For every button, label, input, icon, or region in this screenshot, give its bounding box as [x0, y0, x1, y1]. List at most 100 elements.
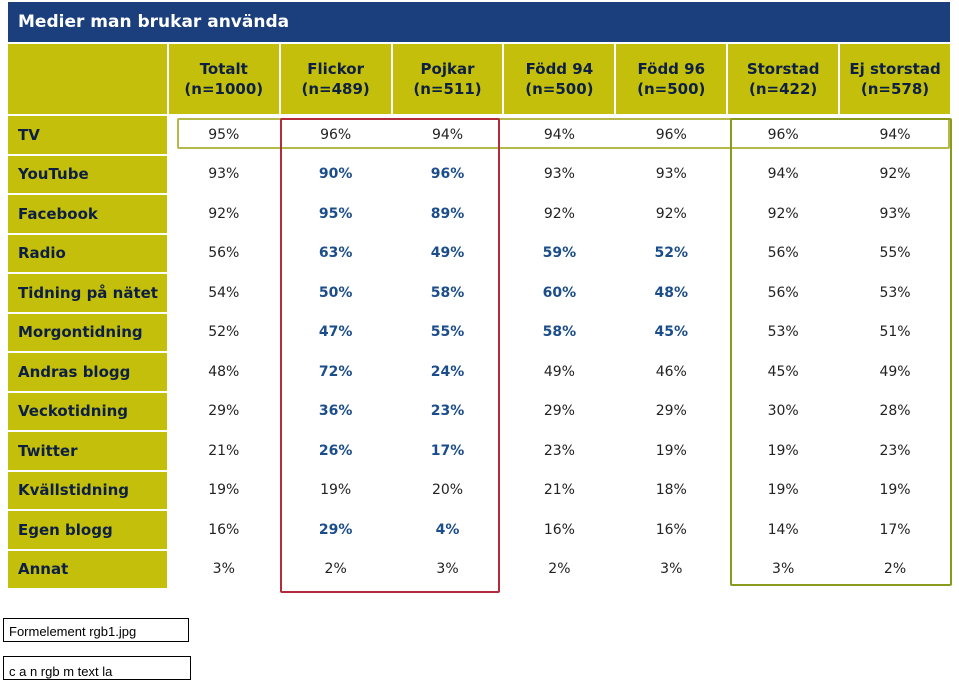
table-cell: 92%: [728, 195, 839, 233]
table-cell: 53%: [728, 313, 839, 351]
table-cell: 19%: [728, 432, 839, 470]
table-cell: 17%: [392, 432, 503, 470]
column-header: Född 94 (n=500): [504, 44, 615, 114]
row-label: Radio: [8, 234, 167, 272]
row-label: Twitter: [8, 432, 167, 470]
table-cell: 94%: [392, 116, 503, 154]
table-cell: 49%: [504, 353, 615, 391]
table-cell: 16%: [616, 511, 727, 549]
table-cell: 29%: [616, 392, 727, 430]
table-row: Kvällstidning 19% 19% 20% 21% 18% 19% 19%: [8, 471, 950, 509]
table-cell: 3%: [728, 550, 839, 588]
table-cell: 19%: [728, 471, 839, 509]
table-cell: 3%: [392, 550, 503, 588]
table-cell: 49%: [392, 234, 503, 272]
table-cell: 52%: [616, 234, 727, 272]
table-cell: 29%: [504, 392, 615, 430]
row-label: Annat: [8, 550, 167, 588]
column-header: Storstad (n=422): [728, 44, 839, 114]
table-cell: 94%: [840, 116, 950, 154]
row-label: TV: [8, 116, 167, 154]
column-name: Pojkar: [420, 60, 475, 78]
table-cell: 72%: [280, 353, 391, 391]
table-cell: 96%: [616, 116, 727, 154]
row-label: Tidning på nätet: [8, 274, 167, 312]
table-cell: 54%: [168, 274, 279, 312]
table-cell: 19%: [168, 471, 279, 509]
column-name: Född 94: [525, 60, 594, 78]
column-n: (n=500): [637, 80, 706, 98]
table-row: Veckotidning 29% 36% 23% 29% 29% 30% 28%: [8, 392, 950, 430]
table-cell: 45%: [728, 353, 839, 391]
table-cell: 14%: [728, 511, 839, 549]
column-name: Ej storstad: [849, 60, 941, 78]
table-cell: 23%: [840, 432, 950, 470]
table-cell: 19%: [280, 471, 391, 509]
table-row: Egen blogg 16% 29% 4% 16% 16% 14% 17%: [8, 511, 950, 549]
row-label: Facebook: [8, 195, 167, 233]
table-cell: 21%: [168, 432, 279, 470]
column-name: Född 96: [637, 60, 706, 78]
table-cell: 16%: [504, 511, 615, 549]
table-cell: 29%: [168, 392, 279, 430]
column-header: Totalt (n=1000): [168, 44, 279, 114]
column-header: Ej storstad (n=578): [840, 44, 950, 114]
table-cell: 2%: [280, 550, 391, 588]
table-cell: 93%: [504, 155, 615, 193]
table-cell: 89%: [392, 195, 503, 233]
column-name: Storstad: [746, 60, 820, 78]
row-label: Egen blogg: [8, 511, 167, 549]
column-n: (n=1000): [184, 80, 264, 98]
table-row: TV 95% 96% 94% 94% 96% 96% 94%: [8, 116, 950, 154]
table-cell: 23%: [504, 432, 615, 470]
table-cell: 51%: [840, 313, 950, 351]
table-cell: 24%: [392, 353, 503, 391]
table-cell: 47%: [280, 313, 391, 351]
table-cell: 56%: [728, 234, 839, 272]
table-cell: 19%: [840, 471, 950, 509]
row-label: Veckotidning: [8, 392, 167, 430]
caption-box-2: c a n rgb m text la: [3, 656, 191, 680]
table-cell: 58%: [504, 313, 615, 351]
row-label: YouTube: [8, 155, 167, 193]
table-cell: 23%: [392, 392, 503, 430]
table-cell: 56%: [728, 274, 839, 312]
column-n: (n=500): [525, 80, 594, 98]
table-cell: 2%: [840, 550, 950, 588]
table-cell: 16%: [168, 511, 279, 549]
table-cell: 92%: [168, 195, 279, 233]
table-cell: 56%: [168, 234, 279, 272]
header-corner: [8, 44, 167, 114]
table-cell: 53%: [840, 274, 950, 312]
table-cell: 28%: [840, 392, 950, 430]
table-cell: 18%: [616, 471, 727, 509]
table-row: Twitter 21% 26% 17% 23% 19% 19% 23%: [8, 432, 950, 470]
row-label: Andras blogg: [8, 353, 167, 391]
table-cell: 46%: [616, 353, 727, 391]
table-cell: 94%: [728, 155, 839, 193]
table-cell: 19%: [616, 432, 727, 470]
table-cell: 4%: [392, 511, 503, 549]
table-cell: 45%: [616, 313, 727, 351]
table-cell: 3%: [616, 550, 727, 588]
table-cell: 29%: [280, 511, 391, 549]
table-cell: 52%: [168, 313, 279, 351]
table-cell: 96%: [280, 116, 391, 154]
table-cell: 95%: [280, 195, 391, 233]
column-n: (n=511): [413, 80, 482, 98]
table-cell: 48%: [168, 353, 279, 391]
media-usage-table: Medier man brukar använda Totalt (n=1000)…: [8, 2, 950, 592]
table-row: Facebook 92% 95% 89% 92% 92% 92% 93%: [8, 195, 950, 233]
table-cell: 2%: [504, 550, 615, 588]
table-cell: 93%: [840, 195, 950, 233]
table-cell: 92%: [616, 195, 727, 233]
table-cell: 90%: [280, 155, 391, 193]
header-row: Totalt (n=1000) Flickor (n=489) Pojkar (n=5…: [8, 44, 950, 114]
table-cell: 26%: [280, 432, 391, 470]
column-name: Totalt: [199, 60, 248, 78]
table-row: Andras blogg 48% 72% 24% 49% 46% 45% 49%: [8, 353, 950, 391]
table-cell: 92%: [840, 155, 950, 193]
row-label: Kvällstidning: [8, 471, 167, 509]
table-cell: 93%: [616, 155, 727, 193]
table-cell: 63%: [280, 234, 391, 272]
